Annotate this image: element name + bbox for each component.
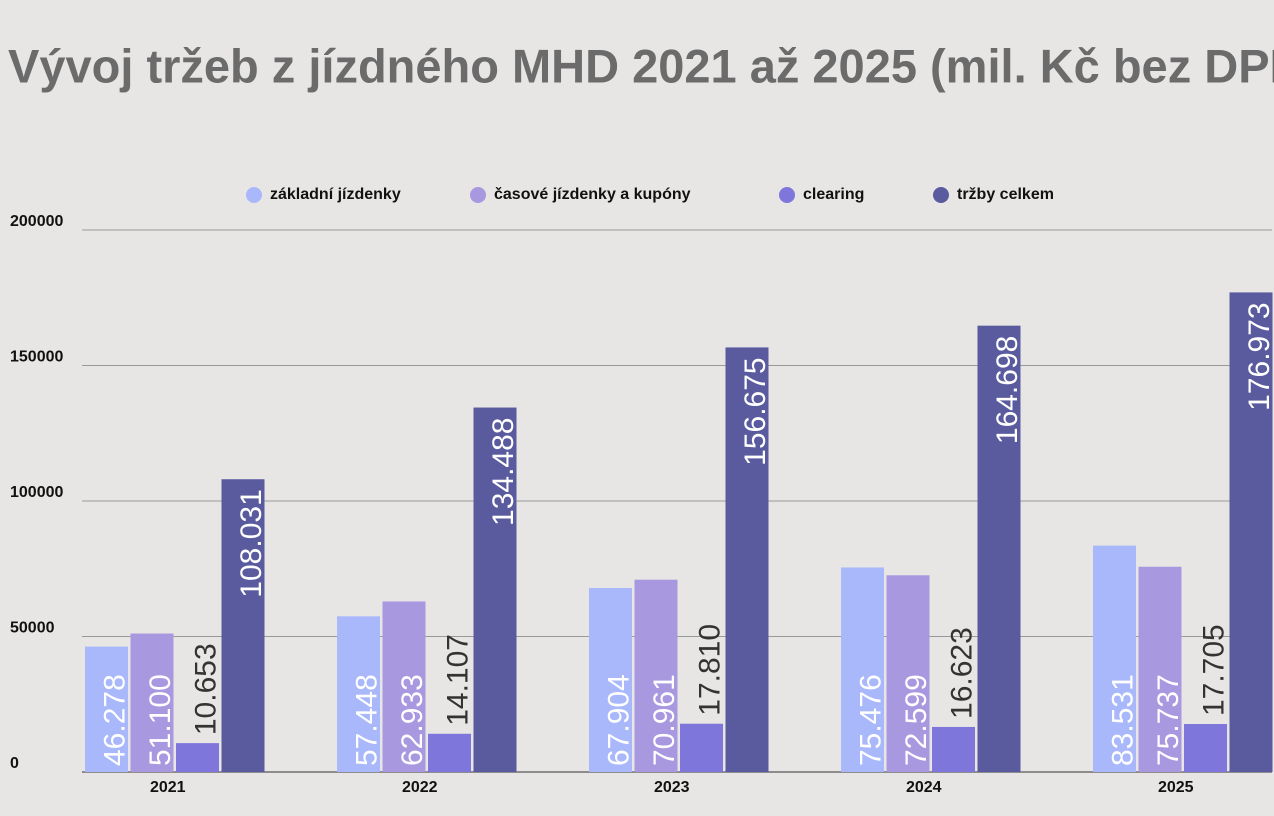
y-tick-label: 200000 [10,213,63,230]
y-tick-label: 0 [10,755,19,772]
bar [1093,545,1136,772]
data-label: 156.675 [739,357,772,465]
bar [221,479,265,772]
bar [1138,566,1182,772]
legend-label: časové jízdenky a kupóny [494,186,691,203]
bar [130,633,174,772]
bar [589,587,632,772]
legend-label: základní jízdenky [270,186,401,203]
legend-label: tržby celkem [957,186,1054,203]
data-label: 46.278 [98,674,131,766]
data-label: 164.698 [991,336,1024,444]
bar [932,726,975,772]
bar [977,325,1021,772]
x-tick-label: 2023 [654,779,690,796]
data-label: 75.476 [854,674,887,766]
chart-title: Vývoj tržeb z jízdného MHD 2021 až 2025 … [8,39,1274,92]
x-tick-label: 2022 [402,779,438,796]
data-label: 83.531 [1106,674,1139,766]
x-tick-label: 2024 [906,779,942,796]
data-label: 16.623 [945,627,978,719]
bar [85,646,128,772]
data-label: 75.737 [1152,674,1185,766]
bar [428,733,471,772]
data-label: 176.973 [1243,302,1274,410]
data-label: 67.904 [602,674,635,766]
bar [886,575,930,772]
data-label: 17.810 [693,624,726,716]
bar [680,723,723,772]
data-label: 10.653 [189,643,222,735]
bar [382,601,426,772]
data-label: 14.107 [441,634,474,726]
y-tick-label: 150000 [10,349,63,366]
data-label: 72.599 [900,674,933,766]
legend-marker [779,187,795,203]
bar [473,407,517,772]
data-label: 57.448 [350,674,383,766]
y-tick-label: 50000 [10,620,55,637]
y-tick-label: 100000 [10,484,63,501]
x-tick-label: 2021 [150,779,186,796]
bar [337,616,380,772]
data-label: 70.961 [648,674,681,766]
data-label: 62.933 [396,674,429,766]
bar [1184,724,1227,772]
data-label: 51.100 [144,674,177,766]
legend-label: clearing [803,186,864,203]
legend-marker [246,187,262,203]
bar [841,567,884,772]
data-label: 108.031 [235,489,268,597]
bar [725,347,769,772]
bar [176,743,219,772]
legend-marker [470,187,486,203]
bar [1229,292,1273,772]
legend-marker [933,187,949,203]
x-tick-label: 2025 [1158,779,1194,796]
data-label: 134.488 [487,418,520,526]
bar [634,579,678,772]
data-label: 17.705 [1197,624,1230,716]
